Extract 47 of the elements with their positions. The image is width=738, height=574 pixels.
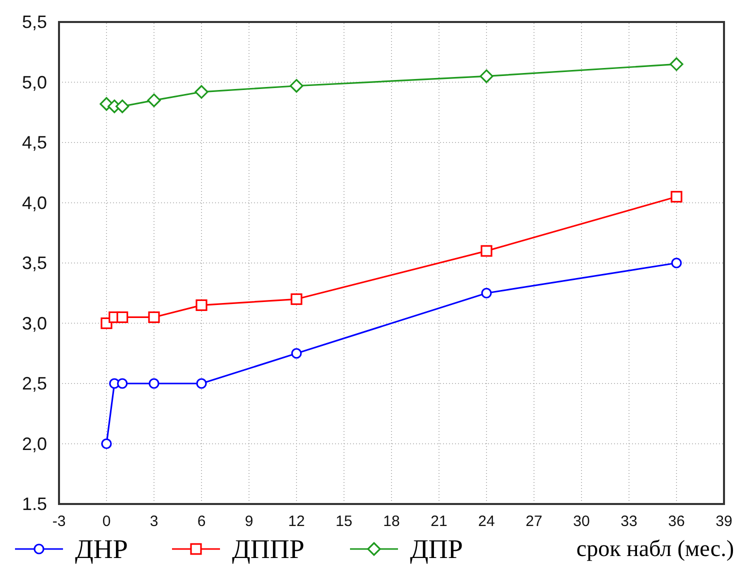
point	[670, 57, 684, 71]
x-tick-label: 33	[620, 513, 638, 530]
point	[101, 438, 112, 450]
point	[290, 79, 304, 93]
x-tick-label: 36	[668, 513, 685, 530]
point	[291, 348, 302, 359]
point	[116, 311, 128, 324]
point	[196, 378, 207, 389]
x-tick-label: 3	[150, 513, 158, 530]
point	[117, 378, 128, 389]
y-tick-label: 4,0	[22, 192, 47, 213]
x-tick-label: 30	[573, 513, 590, 530]
x-tick-label: 21	[430, 513, 448, 530]
x-tick-label: -3	[52, 513, 66, 530]
point	[670, 190, 682, 203]
y-tick-label: 3,0	[22, 313, 47, 334]
point	[196, 299, 208, 311]
point	[148, 378, 160, 389]
point	[147, 94, 161, 108]
x-tick-label: 12	[288, 513, 305, 530]
legend-label: ДППР	[232, 534, 304, 564]
y-tick-label: 5,5	[22, 12, 47, 32]
x-tick-label: 9	[244, 513, 254, 530]
x-tick-label: 0	[102, 513, 111, 530]
point	[116, 100, 130, 114]
x-tick-label: 39	[716, 513, 732, 530]
y-tick-label: 3,5	[22, 253, 47, 273]
x-tick-label: 27	[526, 513, 542, 530]
point	[480, 69, 494, 84]
y-tick-label: 5,0	[22, 72, 47, 92]
x-tick-label: 15	[336, 513, 352, 530]
legend-label: ДПР	[410, 534, 463, 564]
x-tick-label: 24	[478, 513, 495, 530]
y-tick-label: 1.5	[22, 494, 47, 514]
point	[481, 288, 492, 298]
x-tick-label: 6	[197, 513, 206, 530]
point	[671, 258, 682, 268]
point	[480, 245, 492, 257]
legend-label: ДНР	[75, 534, 128, 564]
y-tick-label: 2,5	[22, 374, 47, 394]
x-axis-title: срок набл (мес.)	[576, 536, 734, 561]
y-tick-label: 4,5	[22, 132, 47, 152]
x-tick-label: 18	[383, 513, 400, 530]
point	[148, 311, 160, 324]
point	[290, 293, 302, 305]
point	[194, 85, 208, 99]
y-tick-label: 2,0	[22, 434, 47, 454]
